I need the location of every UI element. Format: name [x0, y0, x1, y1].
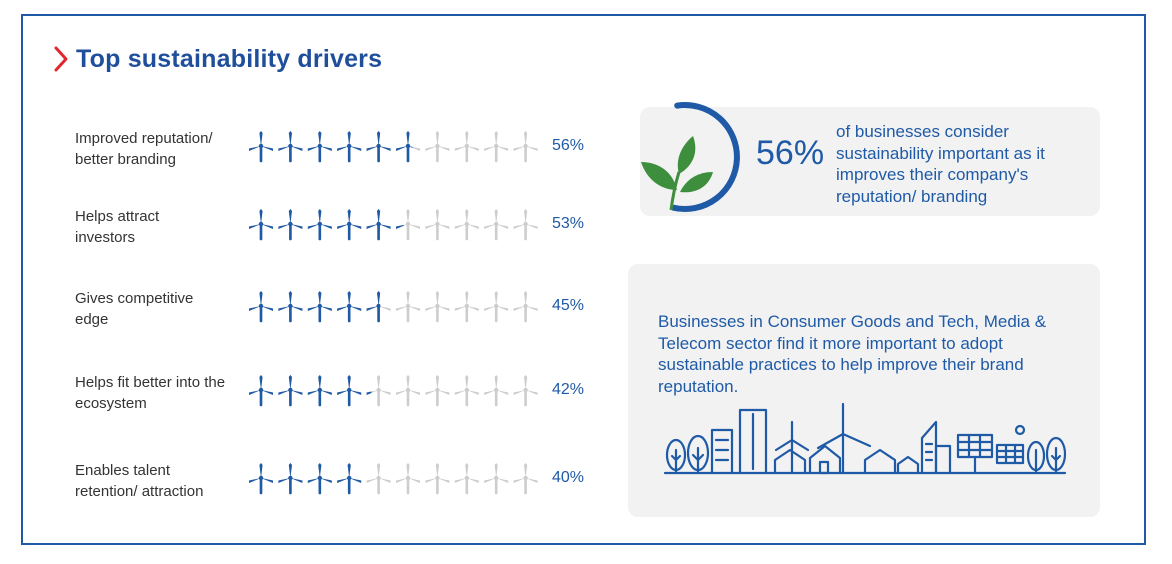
info-text: Businesses in Consumer Goods and Tech, M…	[658, 312, 1047, 396]
stat-value: 56%	[756, 134, 825, 172]
bar-mark	[249, 463, 538, 495]
bar-mark	[249, 131, 538, 163]
bar-mark	[249, 291, 538, 323]
bar-mark	[249, 375, 538, 407]
info-card	[628, 264, 1100, 517]
sprout-icon	[641, 136, 713, 211]
city-skyline-icon	[663, 402, 1067, 475]
infographic-frame	[21, 14, 1146, 545]
stat-text: of businesses consider sustainability im…	[836, 122, 1045, 206]
data-label: 40%	[552, 469, 585, 486]
category-label: Helps attract investors	[75, 208, 160, 246]
title-row: Top sustainability drivers	[50, 44, 382, 74]
category-label: Gives competitive edge	[75, 290, 194, 328]
data-label: 56%	[552, 137, 585, 154]
data-label: 42%	[552, 381, 585, 398]
page-title: Top sustainability drivers	[76, 44, 383, 73]
progress-ring	[641, 102, 740, 213]
wind-turbine-icon	[249, 463, 362, 495]
wind-turbine-icon	[249, 209, 404, 241]
wind-turbine-icon	[249, 291, 381, 323]
chevron-right-icon	[54, 46, 68, 72]
category-label: Helps fit better into the ecosystem	[75, 374, 226, 412]
data-label: 53%	[552, 215, 585, 232]
category-label: Enables talent retention/ attraction	[75, 462, 204, 500]
category-label: Improved reputation/better branding	[75, 130, 213, 168]
data-label: 45%	[552, 297, 585, 314]
wind-turbine-icon	[249, 131, 413, 163]
bar-mark	[249, 209, 538, 241]
wind-turbine-icon	[249, 375, 372, 407]
